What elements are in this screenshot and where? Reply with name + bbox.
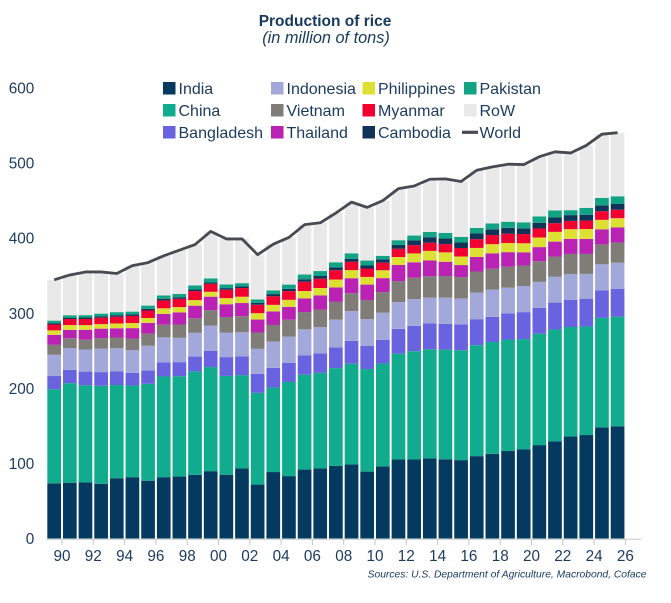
- svg-text:96: 96: [147, 548, 164, 565]
- svg-text:India: India: [179, 81, 214, 98]
- svg-text:26: 26: [617, 548, 634, 565]
- svg-text:98: 98: [179, 548, 196, 565]
- svg-text:16: 16: [460, 548, 477, 565]
- svg-text:06: 06: [304, 548, 321, 565]
- svg-text:500: 500: [9, 156, 35, 173]
- svg-text:08: 08: [335, 548, 352, 565]
- svg-text:24: 24: [586, 548, 604, 565]
- svg-text:22: 22: [554, 548, 571, 565]
- svg-text:Philippines: Philippines: [378, 81, 455, 98]
- svg-text:12: 12: [398, 548, 415, 565]
- svg-text:Myanmar: Myanmar: [378, 103, 445, 120]
- svg-text:00: 00: [210, 548, 227, 565]
- svg-text:94: 94: [116, 548, 134, 565]
- svg-text:Thailand: Thailand: [287, 125, 348, 142]
- svg-text:100: 100: [9, 456, 35, 473]
- svg-text:Bangladesh: Bangladesh: [179, 125, 264, 142]
- svg-text:200: 200: [9, 381, 35, 398]
- svg-text:14: 14: [429, 548, 447, 565]
- svg-text:Vietnam: Vietnam: [287, 103, 345, 120]
- svg-text:92: 92: [85, 548, 102, 565]
- svg-text:0: 0: [26, 531, 35, 548]
- svg-text:Cambodia: Cambodia: [378, 125, 451, 142]
- svg-text:(in million of tons): (in million of tons): [262, 29, 390, 47]
- svg-text:600: 600: [9, 81, 35, 98]
- svg-text:02: 02: [241, 548, 258, 565]
- svg-text:18: 18: [492, 548, 509, 565]
- svg-text:Indonesia: Indonesia: [287, 81, 356, 98]
- svg-text:World: World: [480, 125, 522, 142]
- svg-text:Production of rice: Production of rice: [259, 13, 392, 30]
- svg-text:400: 400: [9, 231, 35, 248]
- svg-text:300: 300: [9, 306, 35, 323]
- svg-text:Pakistan: Pakistan: [480, 81, 541, 98]
- svg-text:Sources: U.S. Department of Ag: Sources: U.S. Department of Agriculture,…: [368, 569, 647, 580]
- svg-text:RoW: RoW: [480, 103, 516, 120]
- svg-text:10: 10: [366, 548, 383, 565]
- svg-text:04: 04: [273, 548, 291, 565]
- svg-text:China: China: [179, 103, 221, 120]
- svg-text:90: 90: [53, 548, 70, 565]
- svg-text:20: 20: [523, 548, 540, 565]
